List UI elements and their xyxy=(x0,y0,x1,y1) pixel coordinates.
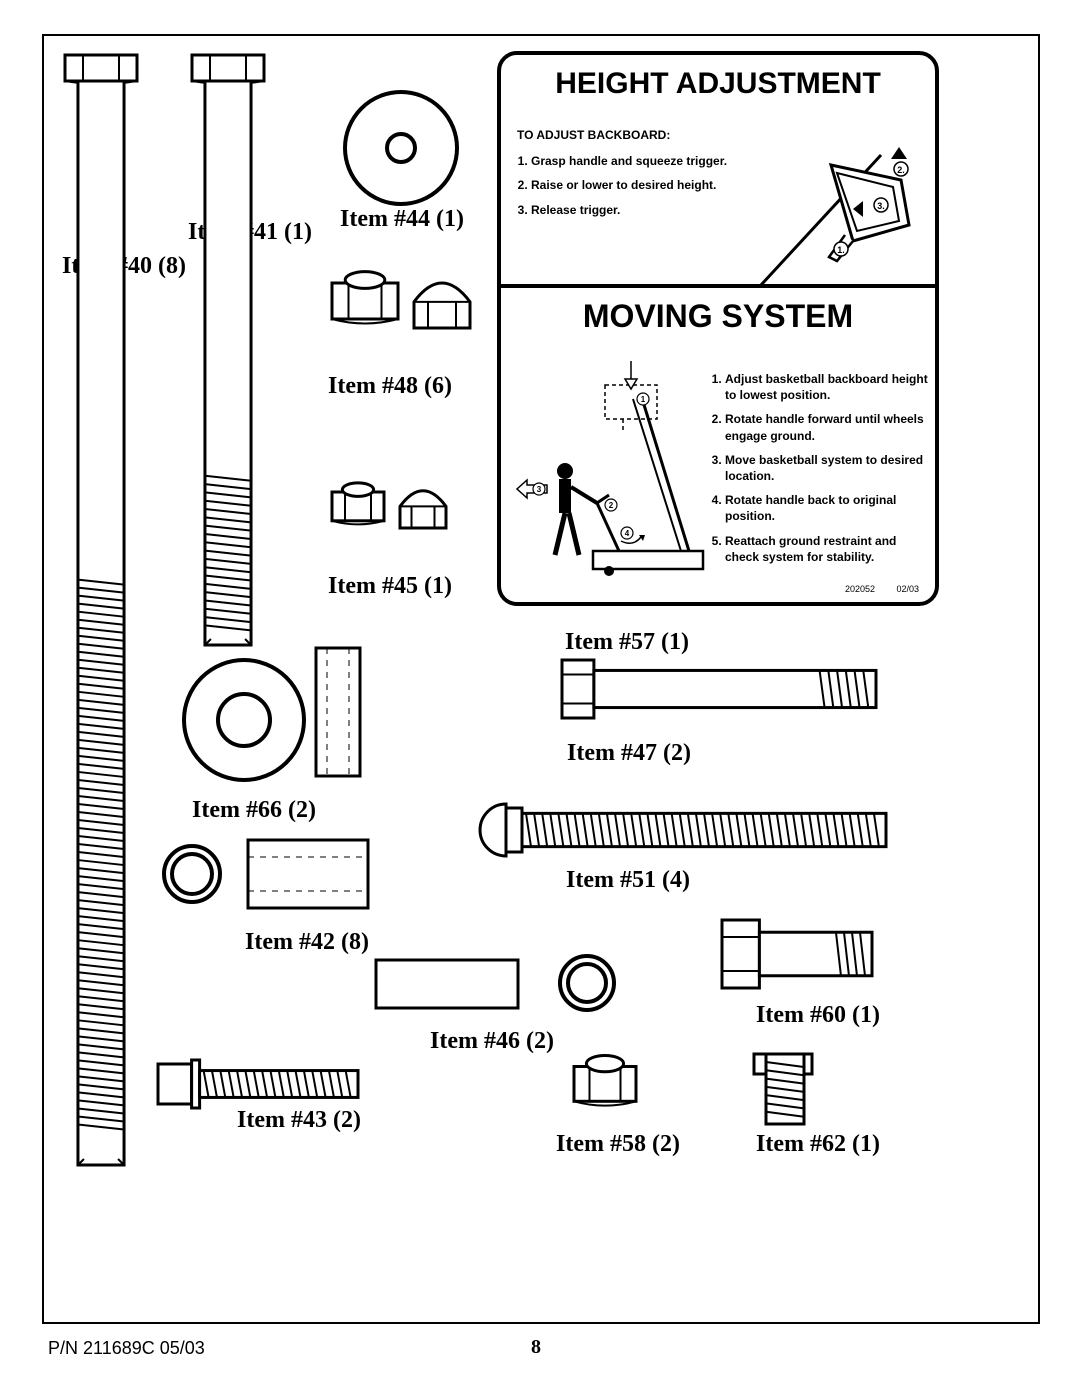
sticker-code: 202052 xyxy=(845,584,875,594)
svg-text:1: 1 xyxy=(641,395,646,404)
moving-system-diagram: 1 3 2 4 xyxy=(513,355,713,585)
sticker-divider xyxy=(501,284,935,288)
page-number: 8 xyxy=(531,1336,541,1359)
instruction-sticker: HEIGHT ADJUSTMENT TO ADJUST BACKBOARD: G… xyxy=(497,51,939,606)
svg-text:2.: 2. xyxy=(897,165,905,175)
part-number: P/N 211689C 05/03 xyxy=(48,1338,205,1359)
height-adjust-instructions: TO ADJUST BACKBOARD: Grasp handle and sq… xyxy=(517,127,737,226)
sticker-date: 02/03 xyxy=(896,584,919,594)
svg-text:1.: 1. xyxy=(837,245,845,255)
height-adjust-subtitle: TO ADJUST BACKBOARD: xyxy=(517,127,737,143)
svg-text:4: 4 xyxy=(625,529,630,538)
height-adjust-diagram: 2. 3. 1. xyxy=(741,125,921,285)
svg-text:3: 3 xyxy=(537,485,542,494)
height-adjustment-title: HEIGHT ADJUSTMENT xyxy=(501,67,935,101)
moving-system-instructions: Adjust basketball backboard height to lo… xyxy=(711,371,929,573)
svg-text:2: 2 xyxy=(609,501,614,510)
moving-system-title: MOVING SYSTEM xyxy=(501,298,935,335)
svg-text:3.: 3. xyxy=(877,201,885,211)
